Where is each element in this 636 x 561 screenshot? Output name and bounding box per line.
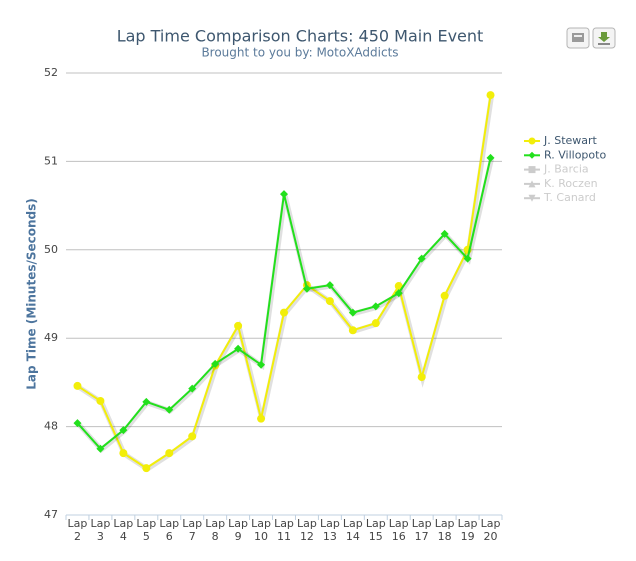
- x-tick-label: Lap 5: [136, 517, 157, 543]
- legend-marker: [528, 194, 536, 202]
- x-tick-label: Lap 10: [251, 517, 271, 543]
- y-tick-label: 48: [44, 420, 58, 433]
- point: [142, 397, 151, 406]
- x-tick-label: Lap 19: [457, 517, 478, 543]
- x-tick-label: Lap 14: [342, 517, 363, 543]
- legend-item[interactable]: T. Canard: [543, 191, 596, 204]
- legend-item[interactable]: J. Stewart: [543, 134, 598, 147]
- point: [325, 297, 334, 306]
- point: [348, 326, 357, 335]
- point: [119, 449, 128, 458]
- legend-marker: [528, 151, 536, 159]
- legend-marker: [528, 137, 536, 145]
- chart-subtitle: Brought to you by: MotoXAddicts: [201, 46, 398, 60]
- y-tick-label: 52: [44, 66, 58, 79]
- point: [325, 281, 334, 290]
- print-icon-slot: [574, 35, 582, 37]
- x-tick-label: Lap 15: [365, 517, 386, 543]
- x-tick-label: Lap 16: [388, 517, 409, 543]
- legend-marker: [528, 166, 536, 174]
- x-tick-label: Lap 8: [205, 517, 226, 543]
- export-button[interactable]: [592, 27, 616, 49]
- point: [371, 319, 380, 328]
- print-button[interactable]: [566, 27, 590, 49]
- y-tick-label: 51: [44, 154, 58, 167]
- line-shadow: [76, 158, 494, 454]
- point: [280, 190, 288, 199]
- legend-item[interactable]: K. Roczen: [544, 177, 598, 190]
- download-icon: [598, 32, 610, 42]
- point: [257, 414, 266, 423]
- x-tick-label: Lap 4: [113, 517, 134, 543]
- x-tick-label: Lap 17: [411, 517, 432, 543]
- x-tick-label: Lap 7: [182, 517, 203, 543]
- point: [486, 153, 495, 162]
- point: [440, 229, 449, 238]
- point: [73, 419, 82, 428]
- point: [142, 464, 151, 473]
- chart-title: Lap Time Comparison Charts: 450 Main Eve…: [117, 27, 484, 46]
- point: [234, 344, 243, 353]
- point: [188, 384, 197, 393]
- legend-item[interactable]: R. Villopoto: [544, 148, 606, 161]
- x-tick-label: Lap 9: [228, 517, 249, 543]
- y-tick-label: 49: [44, 331, 58, 344]
- x-tick-label: Lap 3: [90, 517, 111, 543]
- point: [96, 444, 105, 453]
- point: [371, 302, 380, 311]
- legend-marker: [528, 180, 536, 188]
- series: [73, 153, 495, 454]
- point: [96, 396, 105, 405]
- download-icon-base: [598, 43, 610, 45]
- point: [165, 449, 174, 458]
- point: [188, 432, 197, 441]
- point: [417, 254, 426, 263]
- point: [257, 360, 266, 369]
- y-axis-label: Lap Time (Minutes/Seconds): [25, 198, 39, 390]
- point: [417, 373, 426, 382]
- x-tick-label: Lap 18: [434, 517, 455, 543]
- point: [302, 284, 311, 293]
- point: [394, 289, 403, 298]
- x-tick-label: Lap 20: [480, 517, 501, 543]
- x-tick-label: Lap 2: [67, 517, 88, 543]
- point: [234, 321, 243, 330]
- point: [440, 291, 449, 300]
- point: [73, 381, 82, 390]
- legend-item[interactable]: J. Barcia: [543, 163, 589, 176]
- point: [394, 282, 403, 291]
- x-tick-label: Lap 6: [159, 517, 180, 543]
- x-tick-label: Lap 13: [319, 517, 340, 543]
- print-icon: [572, 33, 584, 42]
- x-tick-label: Lap 11: [274, 517, 294, 543]
- line: [76, 157, 492, 451]
- point: [280, 308, 288, 317]
- point: [119, 426, 128, 435]
- point: [463, 254, 472, 263]
- point: [211, 359, 220, 368]
- point: [486, 91, 495, 100]
- point: [348, 308, 357, 317]
- y-tick-label: 47: [44, 508, 58, 521]
- x-tick-label: Lap 12: [297, 517, 317, 543]
- point: [165, 405, 174, 414]
- y-tick-label: 50: [44, 243, 58, 256]
